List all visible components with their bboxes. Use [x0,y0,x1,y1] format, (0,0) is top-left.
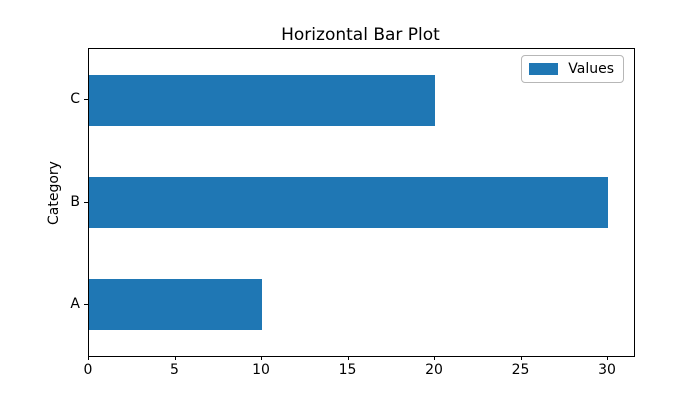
y-tick-label: A [70,295,80,312]
plot-area: Values [88,48,635,357]
y-tick-mark [84,303,88,305]
x-tick-label: 20 [425,362,443,378]
bar-C [89,74,436,126]
bar-A [89,279,263,331]
legend-swatch [529,63,559,75]
y-tick-mark [84,201,88,203]
x-tick-label: 5 [170,362,179,378]
y-tick-label: C [70,91,80,108]
x-tick-mark [607,356,609,360]
x-tick-label: 30 [598,362,616,378]
x-tick-mark [520,356,522,360]
y-tick-mark [84,99,88,101]
x-tick-label: 25 [511,362,530,378]
x-tick-label: 0 [83,362,93,378]
bar-B [89,176,609,229]
chart-title: Horizontal Bar Plot [281,25,440,45]
x-tick-label: 10 [252,362,270,378]
x-tick-mark [347,356,349,360]
x-tick-mark [174,356,176,360]
y-tick-label: B [70,193,80,210]
legend: Values [521,55,624,83]
x-tick-label: 15 [338,362,357,378]
x-tick-mark [88,356,89,360]
legend-label: Values [568,61,614,77]
x-tick-mark [434,356,436,360]
x-tick-mark [261,356,263,360]
